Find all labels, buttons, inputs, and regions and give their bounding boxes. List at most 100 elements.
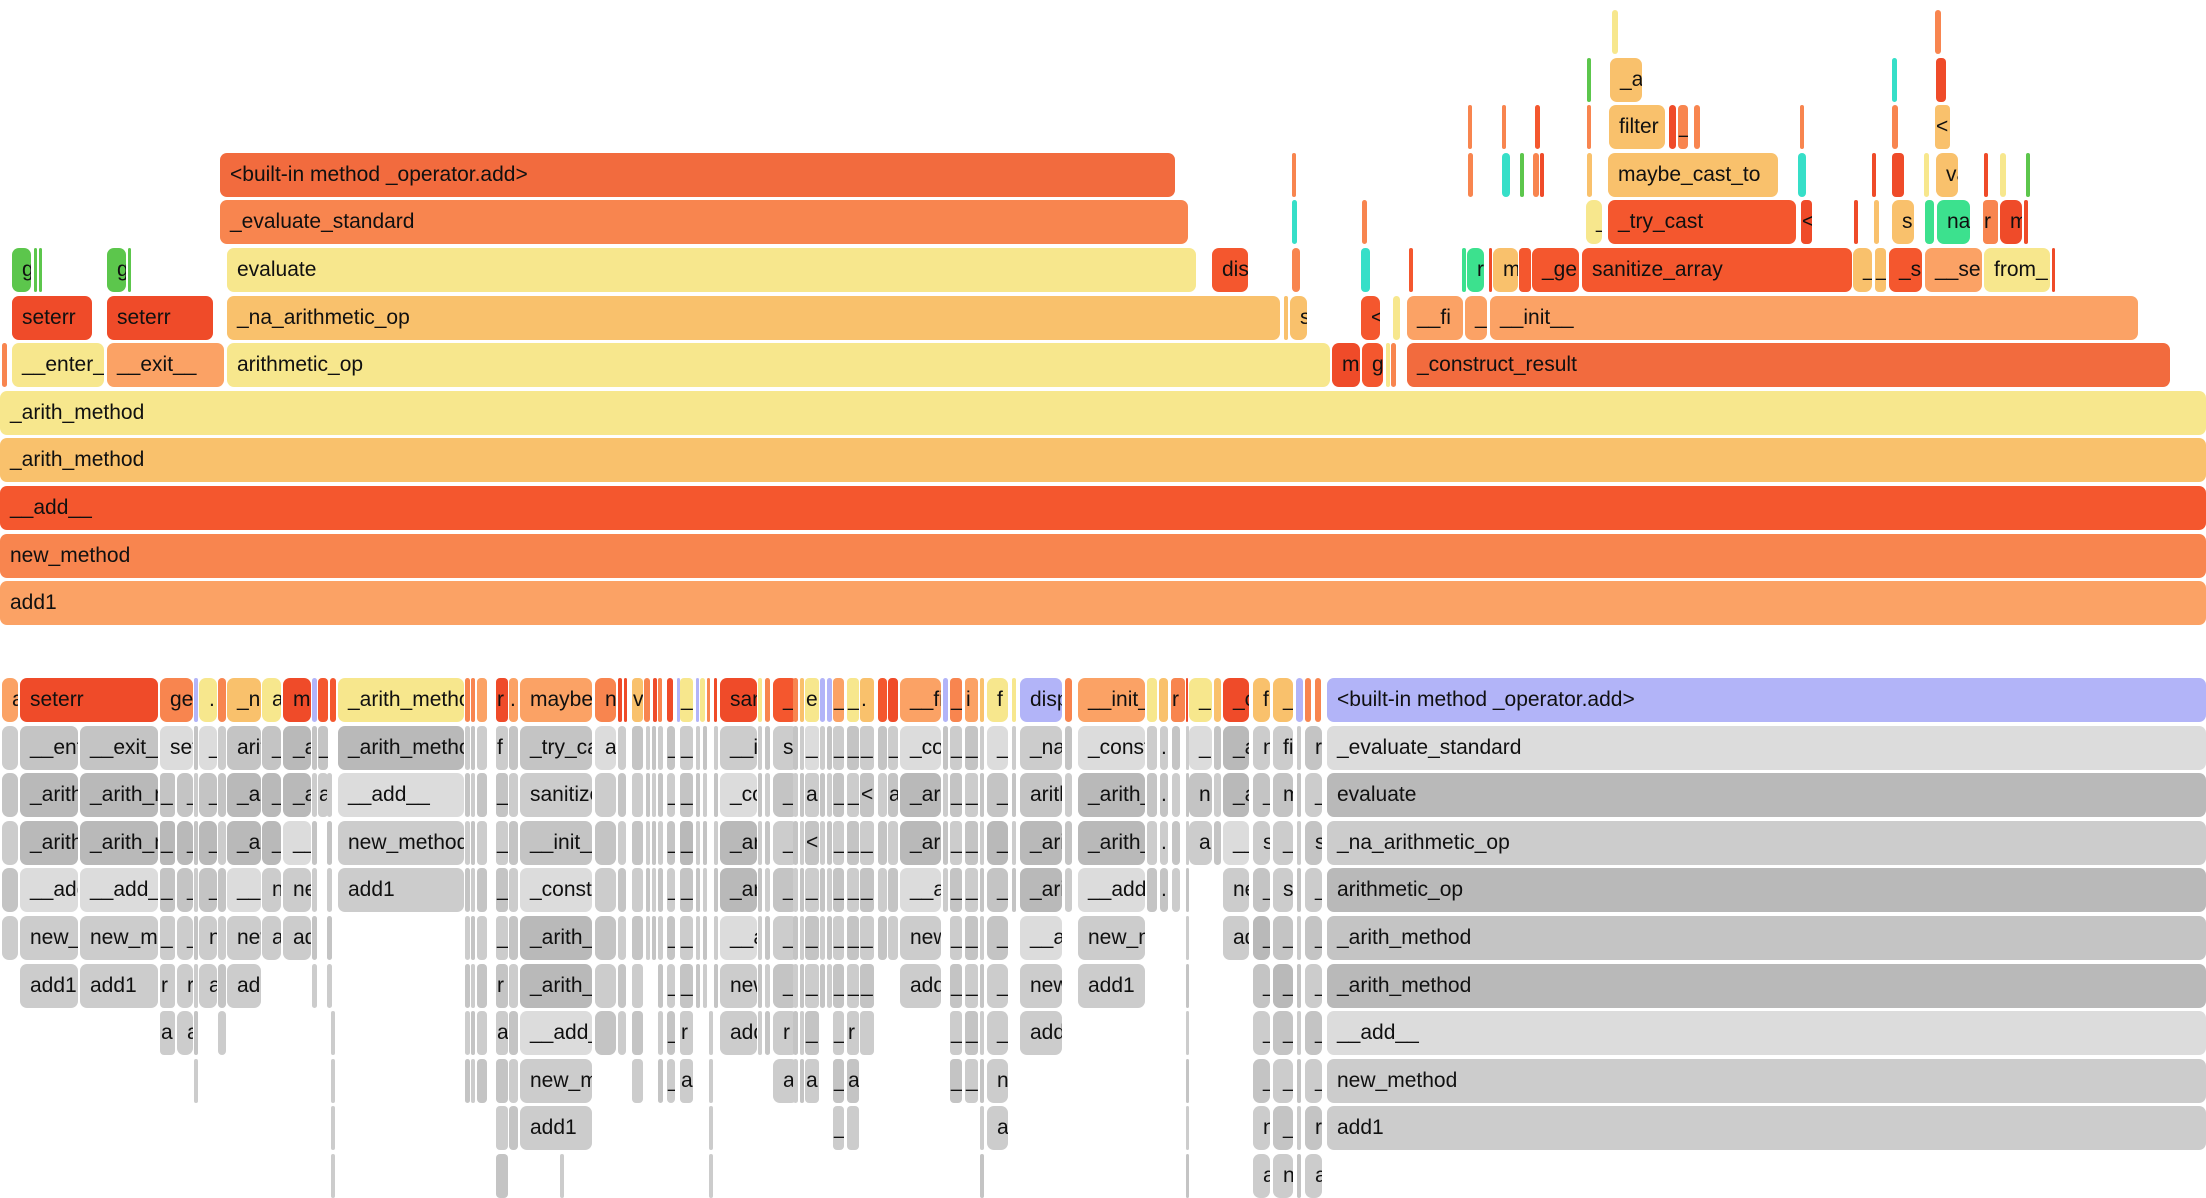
caller-frame[interactable] <box>327 821 332 865</box>
caller-frame[interactable]: _ <box>987 964 1008 1008</box>
caller-frame[interactable]: _ <box>680 868 693 912</box>
caller-frame[interactable]: n <box>1253 726 1270 770</box>
caller-frame[interactable]: _ <box>680 821 693 865</box>
caller-frame[interactable]: _ <box>262 773 281 817</box>
caller-frame[interactable]: a <box>177 1011 193 1055</box>
leaf-frame[interactable] <box>312 678 317 722</box>
caller-frame[interactable]: evaluate <box>1327 773 2206 817</box>
leaf-frame[interactable]: v <box>632 678 643 722</box>
caller-frame[interactable]: a <box>805 1059 819 1103</box>
caller-frame[interactable]: _ <box>496 868 508 912</box>
caller-frame[interactable] <box>658 821 663 865</box>
caller-frame[interactable]: a <box>160 1011 175 1055</box>
caller-frame[interactable] <box>218 821 226 865</box>
flame-frame[interactable] <box>39 248 42 292</box>
flame-frame[interactable] <box>1362 200 1367 244</box>
flame-frame[interactable]: _arith_method <box>0 438 2206 482</box>
caller-frame[interactable] <box>1297 964 1301 1008</box>
caller-frame[interactable]: . <box>1160 726 1168 770</box>
leaf-frame[interactable] <box>707 678 710 722</box>
caller-frame[interactable] <box>800 1059 804 1103</box>
caller-frame[interactable]: _ <box>805 1011 819 1055</box>
caller-frame[interactable] <box>327 868 332 912</box>
caller-frame[interactable] <box>878 773 887 817</box>
caller-frame[interactable]: a <box>1253 1154 1270 1198</box>
flame-frame[interactable] <box>1391 343 1396 387</box>
caller-frame[interactable]: new_method <box>20 916 78 960</box>
leaf-frame[interactable]: . <box>509 678 518 722</box>
caller-frame[interactable] <box>618 868 626 912</box>
caller-frame[interactable]: _arith_method <box>900 821 941 865</box>
caller-frame[interactable]: __add__ <box>720 916 757 960</box>
caller-frame[interactable] <box>509 1059 518 1103</box>
caller-frame[interactable]: _ <box>1273 1011 1293 1055</box>
caller-frame[interactable] <box>1147 821 1157 865</box>
leaf-frame[interactable]: disp <box>1020 678 1062 722</box>
caller-frame[interactable]: _ <box>1189 726 1212 770</box>
caller-frame[interactable] <box>658 1011 663 1055</box>
caller-frame[interactable] <box>1147 726 1157 770</box>
caller-frame[interactable] <box>1172 868 1180 912</box>
caller-frame[interactable]: _ <box>667 964 675 1008</box>
leaf-frame[interactable] <box>618 678 622 722</box>
flame-frame[interactable] <box>1462 248 1466 292</box>
leaf-frame[interactable]: . <box>199 678 217 722</box>
caller-frame[interactable]: _construct_result <box>900 726 941 770</box>
flame-frame[interactable]: _ <box>1853 248 1872 292</box>
flame-frame[interactable]: __se <box>1925 248 1982 292</box>
caller-frame[interactable] <box>709 1154 713 1198</box>
caller-frame[interactable] <box>509 1106 518 1150</box>
leaf-frame[interactable] <box>1147 678 1157 722</box>
flame-frame[interactable] <box>1468 153 1473 197</box>
caller-frame[interactable]: _arith_method <box>520 916 592 960</box>
caller-frame[interactable]: _arith_method <box>720 821 757 865</box>
caller-frame[interactable]: _ <box>1253 773 1270 817</box>
caller-frame[interactable]: _ <box>1253 1011 1270 1055</box>
caller-frame[interactable] <box>793 1011 798 1055</box>
caller-frame[interactable] <box>194 1011 198 1055</box>
caller-frame[interactable] <box>827 821 832 865</box>
caller-frame[interactable] <box>793 821 798 865</box>
leaf-frame[interactable] <box>218 678 226 722</box>
caller-frame[interactable] <box>658 916 663 960</box>
leaf-frame[interactable]: . <box>860 678 874 722</box>
caller-frame[interactable]: a <box>805 773 819 817</box>
caller-frame[interactable]: _ <box>1273 1059 1293 1103</box>
caller-frame[interactable]: _ <box>965 916 978 960</box>
caller-frame[interactable] <box>632 964 643 1008</box>
caller-frame[interactable]: __add__ <box>283 821 311 865</box>
flame-frame[interactable] <box>1669 105 1676 149</box>
caller-frame[interactable]: _arith_method <box>283 726 311 770</box>
flame-frame[interactable] <box>1533 153 1539 197</box>
caller-frame[interactable]: _ <box>833 773 844 817</box>
caller-frame[interactable] <box>800 821 804 865</box>
caller-frame[interactable] <box>696 821 700 865</box>
caller-frame[interactable]: _ <box>860 726 874 770</box>
caller-frame[interactable] <box>800 964 804 1008</box>
leaf-frame[interactable] <box>194 678 198 722</box>
caller-frame[interactable] <box>496 1154 508 1198</box>
caller-frame[interactable]: __init__ <box>720 726 757 770</box>
caller-frame[interactable]: __add__ <box>900 868 941 912</box>
caller-frame[interactable] <box>758 821 762 865</box>
caller-frame[interactable]: new_method <box>520 1059 592 1103</box>
caller-frame[interactable] <box>1186 1154 1189 1198</box>
caller-frame[interactable] <box>632 773 643 817</box>
caller-frame[interactable]: _arith_method <box>20 821 78 865</box>
caller-frame[interactable] <box>800 916 804 960</box>
flame-frame[interactable]: _na_arithmetic_op <box>227 296 1280 340</box>
caller-frame[interactable]: a <box>847 1059 859 1103</box>
caller-frame[interactable] <box>331 1106 335 1150</box>
caller-frame[interactable] <box>465 868 470 912</box>
caller-frame[interactable] <box>194 868 198 912</box>
caller-frame[interactable]: r <box>160 964 175 1008</box>
caller-frame[interactable] <box>477 726 487 770</box>
caller-frame[interactable] <box>800 868 804 912</box>
caller-frame[interactable]: new_method <box>1327 1059 2206 1103</box>
caller-frame[interactable]: new_method <box>283 868 311 912</box>
caller-frame[interactable]: _arith_method <box>1223 773 1249 817</box>
caller-frame[interactable]: n <box>199 916 217 960</box>
caller-frame[interactable]: _arith_method <box>1327 916 2206 960</box>
flame-frame[interactable]: _try_cast <box>1608 200 1796 244</box>
caller-frame[interactable]: _ <box>847 726 859 770</box>
